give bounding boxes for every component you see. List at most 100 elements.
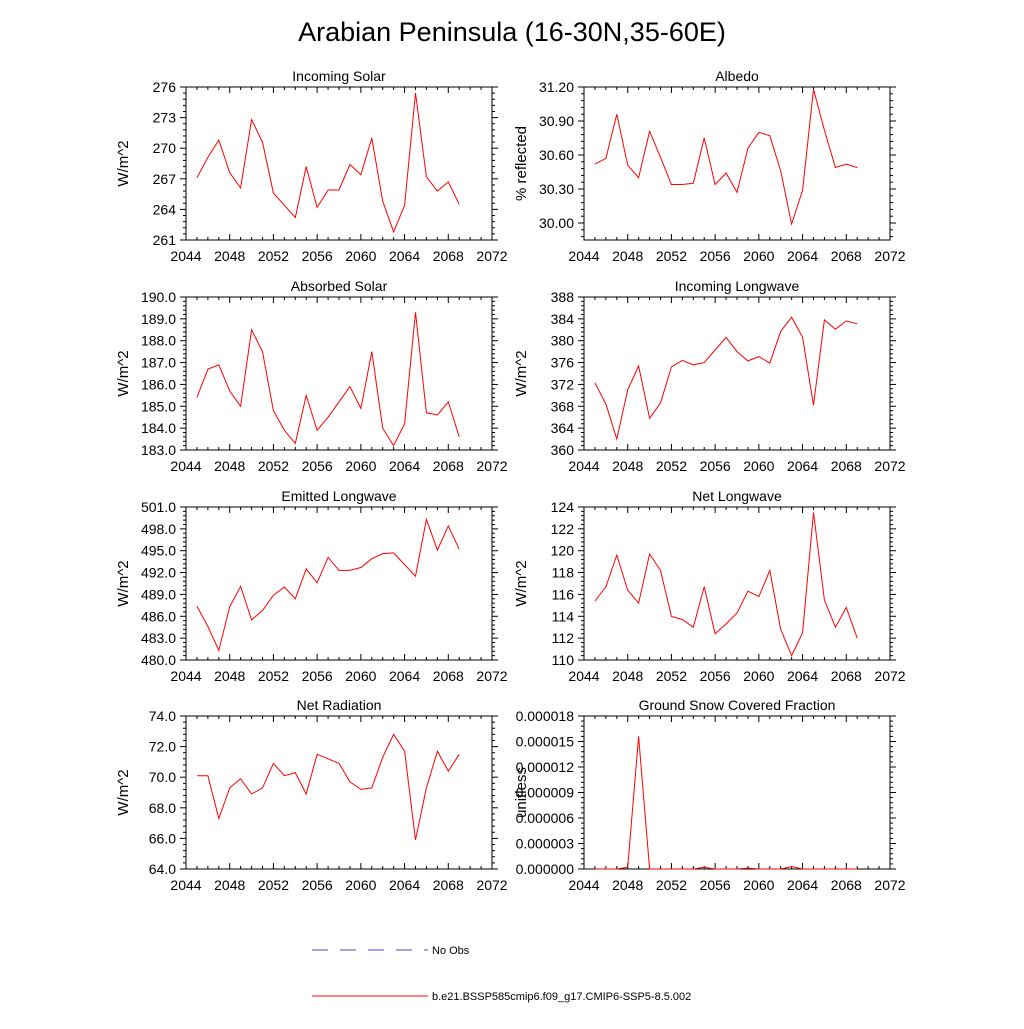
y-tick-label: 0.000003 <box>516 836 575 852</box>
y-axis-label: W/m^2 <box>115 560 132 606</box>
x-tick-label: 2060 <box>743 668 774 684</box>
y-tick-label: 112 <box>552 630 575 646</box>
series-line <box>196 733 460 841</box>
chart-panel-3: Absorbed Solar W/m^2 2044 2048 2052 2056 2060 2… <box>115 278 508 474</box>
y-tick-label: 0.000018 <box>516 708 575 724</box>
x-tick-label: 2068 <box>831 248 862 264</box>
series-line <box>594 316 858 442</box>
x-tick-label: 2072 <box>476 668 507 684</box>
y-tick-label: 72.0 <box>149 739 176 755</box>
series-line <box>594 736 858 870</box>
y-axis-label: W/m^2 <box>115 769 132 815</box>
x-tick-label: 2048 <box>612 668 643 684</box>
y-tick-label: 380 <box>551 333 575 349</box>
y-tick-label: 122 <box>551 521 575 537</box>
x-tick-label: 2060 <box>345 668 376 684</box>
x-tick-label: 2052 <box>656 877 687 893</box>
x-tick-label: 2072 <box>874 248 905 264</box>
legend-model-label: b.e21.BSSP585cmip6.f09_g17.CMIP6-SSP5-8.… <box>432 991 691 1003</box>
y-tick-label: 183.0 <box>141 442 176 458</box>
x-tick-label: 2068 <box>831 458 862 474</box>
x-tick-label: 2072 <box>874 877 905 893</box>
x-tick-label: 2064 <box>787 877 818 893</box>
x-tick-label: 2052 <box>258 668 289 684</box>
chart-panel-4: Incoming Longwave W/m^2 2044 2048 2052 2056 20… <box>513 278 906 474</box>
x-tick-label: 2044 <box>170 458 201 474</box>
plot-frame <box>185 86 493 241</box>
y-tick-label: 185.0 <box>141 398 176 414</box>
x-tick-label: 2064 <box>787 458 818 474</box>
x-tick-label: 2052 <box>656 248 687 264</box>
x-tick-label: 2064 <box>389 877 420 893</box>
y-tick-label: 0.000009 <box>516 785 575 801</box>
y-tick-label: 30.60 <box>539 147 574 163</box>
y-tick-label: 66.0 <box>149 830 176 846</box>
x-tick-label: 2048 <box>612 248 643 264</box>
y-tick-label: 30.30 <box>539 181 574 197</box>
plot-frame <box>583 506 891 661</box>
y-tick-label: 264 <box>153 201 177 217</box>
x-tick-label: 2056 <box>302 877 333 893</box>
panels-group: Incoming Solar W/m^2 2044 2048 2052 2056 2060 2… <box>115 68 906 893</box>
x-tick-label: 2052 <box>258 248 289 264</box>
chart-panel-6: Net Longwave W/m^2 2044 2048 2052 2056 2060 206… <box>513 488 906 684</box>
x-tick-label: 2068 <box>433 668 464 684</box>
y-tick-label: 273 <box>153 110 177 126</box>
y-tick-label: 489.0 <box>141 586 176 602</box>
series-line <box>196 93 460 234</box>
y-tick-label: 492.0 <box>141 565 176 581</box>
x-tick-label: 2056 <box>302 248 333 264</box>
y-tick-label: 276 <box>153 79 177 95</box>
plot-frame <box>583 296 891 451</box>
x-tick-label: 2044 <box>568 668 599 684</box>
x-tick-label: 2060 <box>345 877 376 893</box>
series-line <box>196 312 460 447</box>
x-tick-label: 2060 <box>345 458 376 474</box>
y-axis-label: W/m^2 <box>513 350 530 396</box>
chart-panel-8: Ground Snow Covered Fraction unitless 2044… <box>513 697 906 893</box>
x-tick-label: 2044 <box>568 248 599 264</box>
x-tick-label: 2056 <box>700 248 731 264</box>
x-tick-label: 2072 <box>874 458 905 474</box>
x-tick-label: 2060 <box>743 458 774 474</box>
chart-panel-5: Emitted Longwave W/m^2 2044 2048 2052 2056 206… <box>115 488 508 684</box>
x-tick-label: 2068 <box>831 877 862 893</box>
panel-title: Incoming Longwave <box>675 278 800 294</box>
y-tick-label: 184.0 <box>141 420 176 436</box>
x-tick-label: 2072 <box>874 668 905 684</box>
y-axis-label: W/m^2 <box>115 350 132 396</box>
x-tick-label: 2060 <box>345 248 376 264</box>
x-tick-label: 2064 <box>389 458 420 474</box>
panel-title: Incoming Solar <box>292 68 386 84</box>
y-tick-label: 486.0 <box>141 608 176 624</box>
x-tick-label: 2068 <box>433 877 464 893</box>
x-tick-label: 2048 <box>214 668 245 684</box>
y-tick-label: 0.000012 <box>516 759 575 775</box>
y-tick-label: 114 <box>552 608 575 624</box>
x-tick-label: 2052 <box>258 877 289 893</box>
y-tick-label: 261 <box>153 232 177 248</box>
y-tick-label: 480.0 <box>141 652 176 668</box>
panel-title: Albedo <box>715 68 759 84</box>
x-tick-label: 2072 <box>476 877 507 893</box>
series-line <box>594 89 858 227</box>
x-tick-label: 2044 <box>170 877 201 893</box>
x-tick-label: 2052 <box>656 458 687 474</box>
y-tick-label: 495.0 <box>141 543 176 559</box>
figure-title: Arabian Peninsula (16-30N,35-60E) <box>298 17 726 47</box>
y-tick-label: 0.000015 <box>516 734 575 750</box>
x-tick-label: 2052 <box>656 668 687 684</box>
y-tick-label: 190.0 <box>141 289 176 305</box>
y-tick-label: 0.000006 <box>516 810 575 826</box>
y-tick-label: 372 <box>551 376 575 392</box>
y-tick-label: 188.0 <box>141 333 176 349</box>
y-axis-label: unitless <box>513 767 530 818</box>
y-axis-label: % reflected <box>513 126 530 201</box>
y-tick-label: 110 <box>552 652 575 668</box>
legend-obs-label: No Obs <box>432 945 470 957</box>
panel-title: Absorbed Solar <box>291 278 388 294</box>
series-line <box>594 512 858 657</box>
x-tick-label: 2064 <box>389 248 420 264</box>
x-tick-label: 2048 <box>214 877 245 893</box>
